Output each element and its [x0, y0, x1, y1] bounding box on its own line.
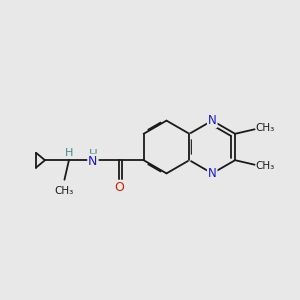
Text: N: N — [88, 154, 98, 168]
Text: O: O — [114, 181, 124, 194]
Text: H: H — [88, 148, 97, 161]
Text: CH₃: CH₃ — [55, 186, 74, 196]
Text: CH₃: CH₃ — [256, 123, 275, 133]
Text: H: H — [65, 148, 73, 158]
Text: N: N — [208, 167, 217, 180]
Text: N: N — [208, 114, 217, 127]
Text: CH₃: CH₃ — [256, 161, 275, 171]
